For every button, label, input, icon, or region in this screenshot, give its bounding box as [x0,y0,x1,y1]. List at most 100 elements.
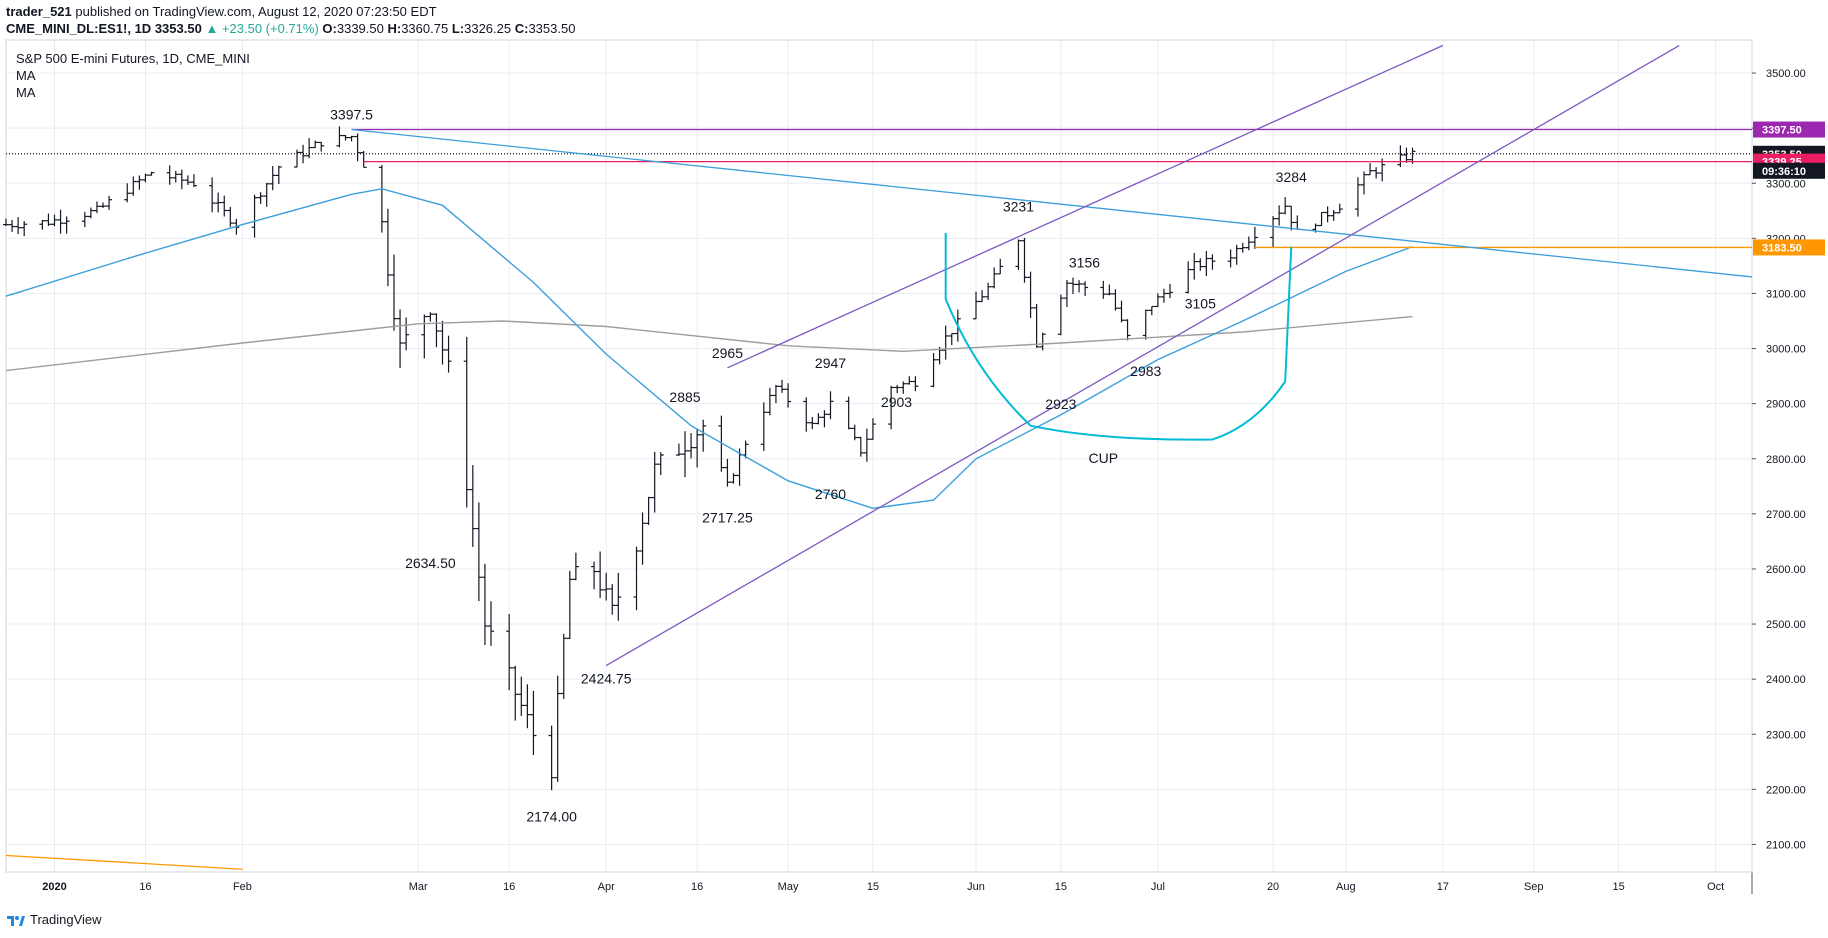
ohlc-bar [318,141,325,152]
ohlc-bar [1203,251,1210,276]
ohlc-bar [1033,304,1040,348]
price-annotation: 2983 [1130,363,1161,379]
price-tick-label: 2600.00 [1766,564,1806,576]
ohlc-bar [227,206,234,227]
publisher-name[interactable]: trader_521 [6,4,72,19]
ohlc-bar [1082,281,1089,296]
price-tick-label: 2200.00 [1766,784,1806,796]
price-annotation: 3231 [1003,198,1034,214]
ohlc-bar [942,325,949,360]
time-tick-label: Sep [1524,881,1544,893]
ohlc-bar [215,192,222,213]
ohlc-bar [136,175,143,190]
high-value: 3360.75 [401,21,449,36]
ohlc-bar [779,379,785,393]
ohlc-bar [724,458,731,487]
price-tag-label: 3397.50 [1762,125,1802,137]
close-value: 3353.50 [528,21,576,36]
time-tick-label: 15 [1055,881,1067,893]
time-tick-label: Mar [409,881,428,893]
ohlc-bar [1112,289,1119,311]
ohlc-bar [342,134,349,141]
footer-brand[interactable]: TradingView [6,912,102,927]
price-annotation: 2965 [712,345,743,361]
cup-pattern-line[interactable] [944,232,1293,441]
ohlc-bar [1021,237,1028,283]
price-tag-label: 3183.50 [1762,242,1802,254]
ohlc-bar [184,175,191,185]
ohlc-bar [1124,319,1131,341]
ohlc-bar [1167,283,1173,299]
ohlc-bar [378,165,385,233]
ohlc-bar [1330,210,1337,221]
ohlc-bar [51,214,58,227]
time-tick-label: Aug [1336,881,1356,893]
channel-upper-line[interactable] [727,44,1444,369]
price-tag [1753,121,1825,138]
ohlc-bar [130,176,137,196]
ohlc-bar [433,313,440,348]
ohlc-bar [57,209,64,234]
ohlc-bar [445,335,452,373]
ohlc-bar [87,207,94,219]
ohlc-bar [785,383,792,408]
ohlc-bar [178,169,185,190]
ohlc-bar [900,381,907,394]
ohlc-bar [809,417,816,430]
ohlc-bar [1160,288,1167,303]
ohlc-bar [190,174,197,188]
legend-ma-2[interactable]: MA [16,85,36,100]
symbol[interactable]: CME_MINI_DL:ES1!, 1D [6,21,152,36]
ohlc-bar [81,211,88,228]
channel-lower-line[interactable] [605,44,1680,667]
ohlc-bar [1251,226,1258,249]
countdown-tag [1753,162,1825,179]
ohlc-bar [845,396,852,430]
ohlc-bar [475,502,482,602]
ohlc-bar [979,290,986,303]
ohlc-bar [9,219,16,233]
downtrend-line[interactable] [351,128,1752,278]
ohlc-bar [481,563,488,645]
ohlc-bar [700,419,707,452]
ohlc-bar [657,452,664,476]
ohlc-bar [148,171,155,176]
open-value: 3339.50 [336,21,384,36]
price-annotation: 3156 [1069,255,1100,271]
ohlc-bar [3,218,9,226]
ohlc-bar [803,397,810,432]
ohlc-bar [93,201,100,214]
price-annotation: 2903 [881,394,912,410]
time-tick-label: 16 [503,881,515,893]
ohlc-bar [439,320,446,365]
ma-gray-line [5,315,1413,372]
ohlc-bar [45,213,52,226]
ohlc-bar [306,138,313,159]
legend-ma-1[interactable]: MA [16,68,36,83]
ohlc-bar [21,221,28,237]
ohlc-bar [397,309,404,369]
ohlc-bar [336,126,343,148]
ohlc-bar [1318,211,1325,227]
ohlc-bar [772,384,779,404]
ohlc-bar [694,428,701,468]
old-orange-line[interactable] [6,854,243,870]
ohlc-bar [15,217,22,235]
ohlc-bar [639,512,646,565]
ohlc-bar [1354,177,1361,217]
ohlc-bar [827,391,834,420]
price-annotation: 3397.5 [330,107,373,123]
ohlc-bar [1282,197,1289,215]
time-tick-label: 16 [691,881,703,893]
ohlc-bar [209,177,216,213]
ohlc-bar [294,149,300,168]
time-tick-label: Apr [598,881,615,893]
price-annotation: 3105 [1185,296,1216,312]
publish-text: published on TradingView.com, August 12,… [75,4,437,19]
ohlc-bar [166,165,173,185]
price-tag [1753,239,1825,256]
ohlc-bar [1324,206,1331,223]
price-annotation: 2923 [1045,396,1076,412]
ohlc-bar [906,376,913,385]
